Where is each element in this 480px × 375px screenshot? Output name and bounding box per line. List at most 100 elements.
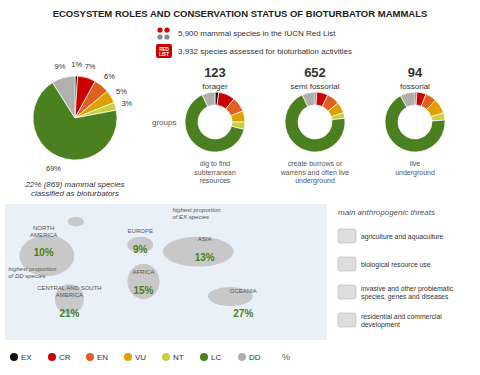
text-line: forager bbox=[202, 82, 228, 91]
text-line: OCEANIA bbox=[230, 288, 257, 294]
description: dig to findsubterraneanresources bbox=[194, 160, 235, 184]
threat-icon bbox=[338, 229, 356, 243]
region-name: OCEANIA bbox=[230, 288, 257, 294]
legend-swatch bbox=[10, 353, 18, 361]
donut bbox=[185, 92, 245, 152]
text-line: residential and commercial bbox=[361, 312, 442, 319]
text-line: groups bbox=[152, 118, 176, 127]
donut-slice bbox=[401, 92, 415, 107]
threat: residential and commercial development bbox=[361, 312, 442, 329]
text-line: AMERICA bbox=[30, 232, 57, 238]
legend-swatch bbox=[162, 353, 170, 361]
text-line: 15% bbox=[133, 284, 153, 295]
region-name: EUROPE bbox=[128, 228, 153, 234]
annotation: 22% (869) mammal speciesclassified as bi… bbox=[24, 179, 124, 197]
text-line: 123 bbox=[204, 65, 226, 80]
text-line: 22% (869) mammal species bbox=[24, 179, 124, 188]
title: ECOSYSTEM ROLES AND CONSERVATION STATUS … bbox=[53, 8, 428, 19]
legend-entry: DD bbox=[249, 353, 261, 362]
donut-slice bbox=[202, 92, 215, 107]
text-line: create burrows or bbox=[288, 160, 343, 167]
land bbox=[68, 217, 84, 227]
donut bbox=[385, 92, 445, 152]
icon-dot bbox=[164, 27, 169, 32]
legend-entry: NT bbox=[173, 353, 184, 362]
text-line: 13% bbox=[195, 252, 215, 263]
text-line: 27% bbox=[233, 307, 253, 318]
donut-slice bbox=[431, 113, 445, 121]
data-label: 69% bbox=[46, 163, 61, 172]
text-line: 9% bbox=[55, 62, 66, 71]
text-line: 69% bbox=[46, 163, 61, 172]
legend-swatch bbox=[48, 353, 56, 361]
annotation: highest proportionof DD species bbox=[8, 266, 57, 279]
annotation: % bbox=[282, 352, 290, 362]
description: create burrows orwarrens and often liveu… bbox=[280, 160, 350, 185]
text-line: underground bbox=[395, 168, 435, 176]
region-name: CENTRAL AND SOUTHAMERICA bbox=[37, 285, 101, 298]
text-line: EX bbox=[21, 353, 32, 362]
text-line: 7% bbox=[85, 62, 96, 71]
count: 652 bbox=[304, 65, 326, 80]
land bbox=[163, 237, 234, 267]
threat-icon bbox=[338, 257, 356, 271]
text-line: 1% bbox=[71, 60, 82, 69]
annotation: 5,900 mammal species in the IUCN Red Lis… bbox=[178, 29, 336, 38]
legend-entry: LC bbox=[211, 353, 221, 362]
region-name: ASIA bbox=[198, 236, 212, 242]
icon-dot bbox=[157, 34, 162, 39]
text-line: 21% bbox=[59, 307, 79, 318]
text-line: of DD species bbox=[8, 273, 45, 279]
legend-entry: EX bbox=[21, 353, 32, 362]
text-line: AFRICA bbox=[132, 269, 154, 275]
legend-entry: CR bbox=[59, 353, 71, 362]
region-value: 21% bbox=[59, 307, 79, 318]
count: 123 bbox=[204, 65, 226, 80]
land bbox=[127, 264, 159, 299]
text-line: EN bbox=[97, 353, 108, 362]
legend-swatch bbox=[124, 353, 132, 361]
text-line: 5% bbox=[116, 86, 127, 95]
data-label: 9% bbox=[55, 62, 66, 71]
data-label: 5% bbox=[116, 86, 127, 95]
text-line: biological resource use bbox=[361, 261, 431, 269]
text-line: classified as bioturbators bbox=[31, 188, 119, 197]
icon-dot bbox=[164, 34, 169, 39]
donut-title: fossorial bbox=[400, 82, 430, 91]
pie-slice bbox=[52, 76, 75, 118]
text-line: 3,932 species assessed for bioturbation … bbox=[178, 47, 352, 56]
text-line: % bbox=[282, 352, 290, 362]
legend-icon bbox=[157, 27, 169, 39]
text-line: VU bbox=[135, 353, 146, 362]
text-line: invasive and other problematic bbox=[361, 284, 454, 292]
text-line: 3% bbox=[121, 98, 132, 107]
text-line: CR bbox=[59, 353, 71, 362]
count: 94 bbox=[408, 65, 423, 80]
annotation: groups bbox=[152, 118, 176, 127]
donut-title: forager bbox=[202, 82, 228, 91]
text-line: 10% bbox=[34, 246, 54, 257]
text-line: ECOSYSTEM ROLES AND CONSERVATION STATUS … bbox=[53, 8, 428, 19]
text-line: EUROPE bbox=[128, 228, 153, 234]
data-label: 1% bbox=[71, 60, 82, 69]
text-line: agriculture and aquaculture bbox=[361, 233, 444, 241]
region-name: NORTHAMERICA bbox=[30, 225, 57, 238]
text-line: NORTH bbox=[33, 225, 54, 231]
text-line: underground bbox=[295, 177, 335, 185]
annotation: highest proportionof EX species bbox=[172, 207, 221, 220]
legend-swatch bbox=[238, 353, 246, 361]
legend-entry: VU bbox=[135, 353, 146, 362]
threat: agriculture and aquaculture bbox=[361, 233, 444, 241]
text-line: LIST bbox=[159, 51, 169, 56]
text-line: development bbox=[361, 321, 400, 329]
text-line: DD bbox=[249, 353, 261, 362]
text-line: NT bbox=[173, 353, 184, 362]
data-label: 3% bbox=[121, 98, 132, 107]
panel-title: main anthropogenic threats bbox=[338, 208, 435, 217]
threat: invasive and other problematicspecies, g… bbox=[361, 284, 454, 301]
text-line: species, genes and diseases bbox=[361, 293, 449, 301]
text-line: resources bbox=[200, 177, 231, 184]
ocean bbox=[5, 204, 327, 340]
annotation: REDLIST bbox=[159, 46, 170, 56]
text-line: highest proportion bbox=[172, 207, 221, 213]
